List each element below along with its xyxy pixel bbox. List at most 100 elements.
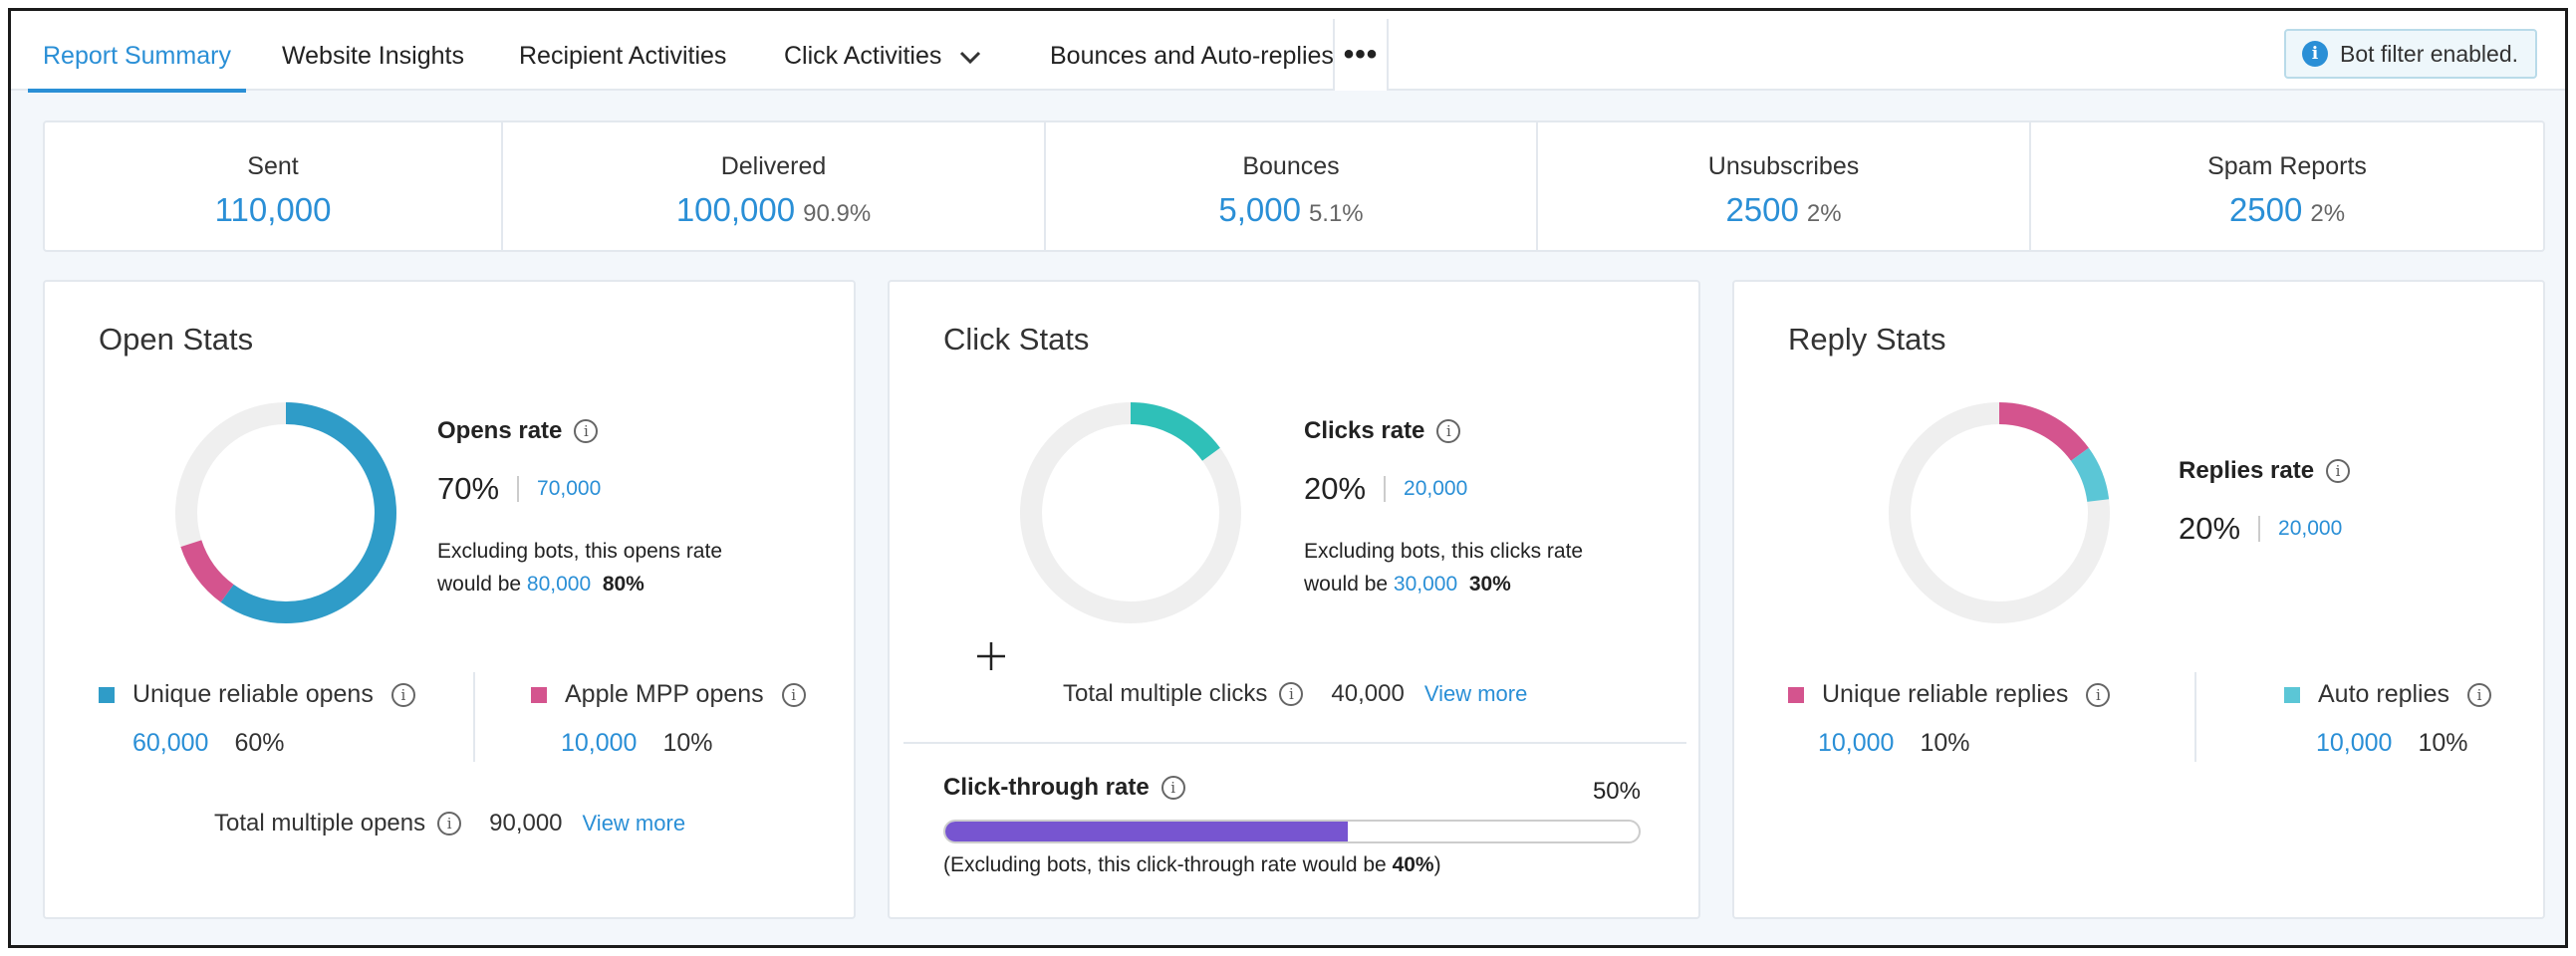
- legend-label: Unique reliable opens: [132, 680, 374, 708]
- click-stats-card: Click Stats Clicks rate i 20% 20,000 Excl…: [888, 280, 1700, 919]
- opens-rate-count[interactable]: 70,000: [537, 477, 602, 500]
- info-icon[interactable]: i: [1160, 776, 1185, 800]
- card-title: Click Stats: [943, 322, 1090, 357]
- crosshair-cursor-icon: [977, 642, 1005, 670]
- donut-segment-unique-opens: [175, 402, 396, 623]
- legend-value[interactable]: 10,000: [1818, 729, 1895, 757]
- summary-panel: Sent 110,000 Delivered 100,000 90.9% Boun…: [43, 120, 2545, 252]
- legend-percent: 10%: [662, 729, 713, 757]
- card-title: Open Stats: [99, 322, 254, 357]
- legend-value[interactable]: 10,000: [561, 729, 638, 757]
- legend-value[interactable]: 60,000: [132, 729, 209, 757]
- total-label: Total multiple clicks: [1063, 680, 1268, 707]
- info-icon[interactable]: i: [2326, 459, 2351, 483]
- click-through-rate-label: Click-through rate i: [943, 774, 1185, 802]
- summary-value[interactable]: 100,000: [675, 191, 796, 228]
- opens-rate-label: Opens rate: [437, 417, 563, 444]
- summary-spam-reports: Spam Reports 2500 2%: [2031, 122, 2543, 250]
- bot-filter-text: Bot filter enabled.: [2340, 40, 2519, 67]
- replies-rate-label: Replies rate: [2179, 457, 2315, 484]
- summary-value[interactable]: 110,000: [214, 191, 332, 228]
- legend-unique-reliable-replies: Unique reliable replies i 10,000 10%: [1788, 680, 2111, 758]
- replies-rate-block: Replies rate i 20% 20,000: [2179, 457, 2351, 547]
- info-icon[interactable]: i: [2467, 682, 2492, 707]
- reply-stats-card: Reply Stats Replies rate i 20% 20,000 Uni…: [1732, 280, 2545, 919]
- clicks-rate-count[interactable]: 20,000: [1404, 477, 1468, 500]
- view-more-link[interactable]: View more: [582, 811, 686, 836]
- total-multiple-clicks: Total multiple clicks i 40,000 View more: [1063, 680, 1527, 708]
- bot-note-text: Excluding bots, this opens rate: [437, 540, 723, 563]
- info-icon[interactable]: i: [781, 682, 806, 707]
- legend-label: Unique reliable replies: [1822, 680, 2069, 708]
- summary-delivered: Delivered 100,000 90.9%: [503, 122, 1046, 250]
- summary-value[interactable]: 2500: [2228, 191, 2303, 228]
- ctr-note-percent: 40%: [1392, 853, 1434, 876]
- tab-report-summary[interactable]: Report Summary: [28, 11, 246, 93]
- legend-value[interactable]: 10,000: [2316, 729, 2393, 757]
- bot-filter-badge: i Bot filter enabled.: [2284, 29, 2537, 79]
- clicks-bot-note: Excluding bots, this clicks rate would b…: [1304, 535, 1583, 600]
- tab-website-insights[interactable]: Website Insights: [282, 42, 464, 70]
- clicks-rate-block: Clicks rate i 20% 20,000 Excluding bots, …: [1304, 417, 1583, 600]
- summary-label: Bounces: [1242, 152, 1340, 180]
- click-through-rate-value: 50%: [1592, 778, 1641, 805]
- bot-note-would-be: would be: [437, 573, 522, 596]
- clicks-donut-chart: [1020, 402, 1241, 623]
- chevron-down-icon[interactable]: [959, 12, 981, 102]
- tab-bounces-auto-replies[interactable]: Bounces and Auto-replies: [1050, 42, 1334, 70]
- info-icon[interactable]: i: [1436, 419, 1461, 443]
- summary-label: Sent: [247, 152, 299, 180]
- opens-rate-block: Opens rate i 70% 70,000 Excluding bots, t…: [437, 417, 722, 600]
- clicks-rate-label: Clicks rate: [1304, 417, 1425, 444]
- click-through-bot-note: (Excluding bots, this click-through rate…: [943, 853, 1441, 877]
- divider: [473, 672, 475, 762]
- info-icon[interactable]: i: [390, 682, 415, 707]
- bot-note-count[interactable]: 80,000: [526, 573, 592, 596]
- opens-rate-percent: 70%: [437, 471, 500, 506]
- tab-recipient-activities[interactable]: Recipient Activities: [519, 42, 727, 70]
- info-icon[interactable]: i: [574, 419, 599, 443]
- divider: [2194, 672, 2196, 762]
- opens-bot-note: Excluding bots, this opens rate would be…: [437, 535, 722, 600]
- legend-percent: 60%: [234, 729, 285, 757]
- total-multiple-opens: Total multiple opens i 90,000 View more: [214, 810, 685, 837]
- legend-apple-mpp-opens: Apple MPP opens i 10,000 10%: [531, 680, 806, 758]
- total-label: Total multiple opens: [214, 810, 426, 836]
- legend-unique-reliable-opens: Unique reliable opens i 60,000 60%: [99, 680, 415, 758]
- tab-click-activities[interactable]: Click Activities: [784, 11, 981, 91]
- summary-percent: 2%: [1806, 200, 1842, 227]
- ctr-note-suffix: ): [1433, 853, 1441, 876]
- more-tabs-button[interactable]: •••: [1333, 19, 1389, 91]
- card-title: Reply Stats: [1788, 322, 1946, 357]
- click-through-progress-bar: [943, 820, 1641, 843]
- view-more-link[interactable]: View more: [1423, 681, 1528, 706]
- summary-percent: 90.9%: [803, 200, 872, 227]
- replies-rate-count[interactable]: 20,000: [2278, 517, 2343, 540]
- donut-segment-unique-replies: [1889, 402, 2110, 623]
- ctr-note-text: (Excluding bots, this click-through rate…: [943, 853, 1387, 876]
- summary-percent: 5.1%: [1308, 200, 1364, 227]
- tab-bar: Report Summary Website Insights Recipien…: [11, 11, 2565, 93]
- legend-label: Auto replies: [2318, 680, 2450, 708]
- info-icon[interactable]: i: [1279, 682, 1304, 706]
- divider: [1384, 476, 1387, 502]
- donut-segment-clicks: [1020, 402, 1241, 623]
- opens-donut-chart: [175, 402, 396, 623]
- bot-note-text: Excluding bots, this clicks rate: [1304, 540, 1584, 563]
- ctr-label-text: Click-through rate: [943, 774, 1150, 801]
- tab-click-activities-label: Click Activities: [784, 42, 942, 70]
- summary-percent: 2%: [2310, 200, 2346, 227]
- legend-swatch: [531, 686, 547, 703]
- summary-value[interactable]: 5,000: [1218, 191, 1301, 228]
- info-icon: i: [2302, 41, 2328, 67]
- bot-note-count[interactable]: 30,000: [1393, 573, 1458, 596]
- summary-label: Delivered: [720, 152, 827, 180]
- legend-percent: 10%: [1920, 729, 1970, 757]
- legend-swatch: [1788, 686, 1804, 703]
- summary-value[interactable]: 2500: [1725, 191, 1799, 228]
- divider: [903, 742, 1686, 744]
- app-frame: Report Summary Website Insights Recipien…: [8, 8, 2568, 948]
- info-icon[interactable]: i: [2086, 682, 2111, 707]
- info-icon[interactable]: i: [437, 812, 462, 836]
- summary-label: Spam Reports: [2207, 152, 2367, 180]
